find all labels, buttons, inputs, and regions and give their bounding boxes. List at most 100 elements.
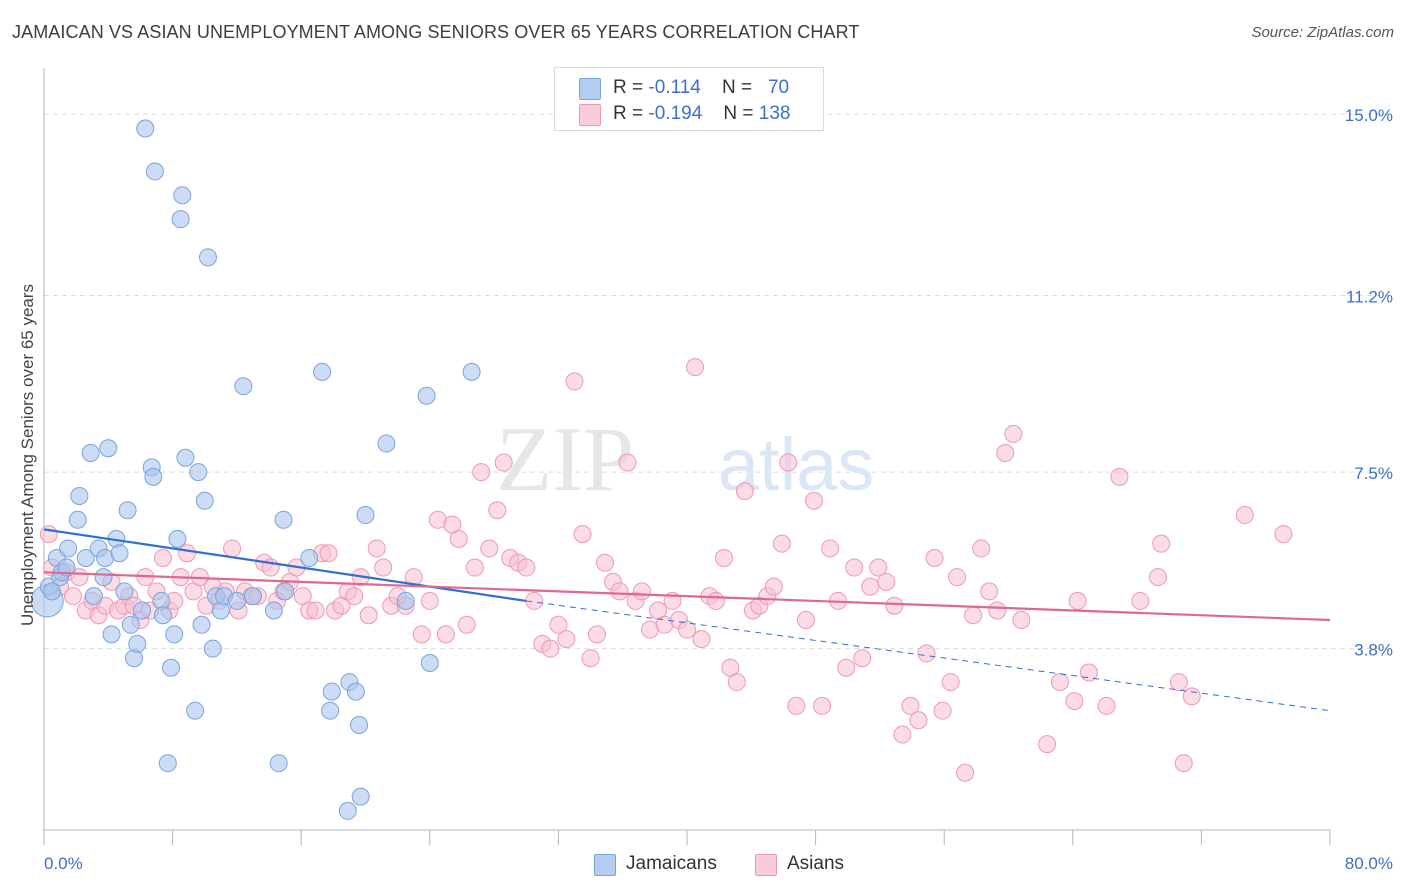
y-tick-label: 3.8%: [1354, 641, 1393, 660]
asians-point: [436, 625, 455, 644]
jamaicans-point: [43, 582, 62, 601]
asians-point: [678, 620, 696, 639]
asians-point: [772, 534, 791, 553]
asians-point: [457, 615, 476, 634]
asians-point: [557, 630, 576, 649]
jamaicans-point: [243, 587, 262, 606]
asians-point: [964, 606, 983, 625]
stats-label-asians: R = -0.194 N = 138: [613, 103, 790, 125]
asians-point: [488, 501, 507, 520]
legend-label-jamaicans: Jamaicans: [626, 853, 717, 874]
asians-point: [821, 539, 840, 558]
jamaicans-point: [195, 491, 214, 510]
jamaicans-point: [145, 162, 164, 181]
jamaicans-point: [377, 434, 396, 453]
asians-point: [909, 711, 928, 730]
asians-point: [706, 591, 725, 610]
jamaicans-point: [161, 658, 180, 677]
r-value: -0.194: [648, 103, 703, 124]
jamaicans-point: [356, 506, 375, 525]
asians-point: [796, 611, 815, 630]
jamaicans-point: [396, 591, 415, 610]
jamaicans-point: [133, 601, 152, 620]
n-label: N =: [721, 77, 753, 98]
jamaicans-point: [300, 548, 319, 567]
asians-point: [153, 548, 172, 567]
x-tick-label: 0.0%: [44, 854, 83, 873]
jamaicans-point: [99, 439, 118, 458]
asians-point: [632, 582, 651, 601]
jamaicans-point: [171, 210, 190, 229]
jamaicans-point: [94, 568, 113, 587]
asians-point: [517, 558, 536, 577]
jamaicans-point: [158, 754, 177, 773]
y-tick-label: 15.0%: [1345, 106, 1393, 125]
jamaicans-point: [274, 510, 293, 529]
stats-legend: R = -0.114 N = 70 R = -0.194 N = 138: [554, 67, 824, 131]
asians-point: [63, 587, 82, 606]
asians-point: [861, 577, 880, 596]
jamaicans-point: [136, 119, 155, 138]
asians-point: [178, 544, 197, 563]
x-tick-label: 80.0%: [1345, 854, 1393, 873]
asians-point: [925, 548, 944, 567]
asians-point: [804, 491, 823, 510]
jamaicans-point: [110, 544, 129, 563]
asians-point: [714, 548, 733, 567]
asians-point: [449, 529, 468, 548]
jamaicans-trend-line: [43, 528, 527, 603]
jamaicans-point: [118, 501, 137, 520]
y-axis-title: Unemployment Among Seniors over 65 years: [18, 283, 37, 627]
jamaicans-point: [59, 539, 78, 558]
asians-point: [494, 453, 513, 472]
asians-point: [1182, 687, 1201, 706]
asians-point: [893, 725, 912, 744]
jamaicans-point: [276, 582, 295, 601]
jamaicans-point: [350, 716, 369, 735]
jamaicans-point: [128, 634, 147, 653]
asians-point: [1274, 525, 1293, 544]
asians-point: [596, 553, 615, 572]
jamaicans-point: [176, 448, 195, 467]
asians-point: [618, 453, 637, 472]
jamaicans-point: [198, 248, 217, 267]
stats-label-jamaicans: R = -0.114 N = 70: [613, 77, 789, 99]
asians-swatch: [755, 854, 777, 876]
asians-point: [980, 582, 999, 601]
jamaicans-trend-extension: [526, 600, 1331, 712]
r-label: R =: [613, 77, 644, 98]
jamaicans-point: [168, 529, 187, 548]
jamaicans-points: [30, 119, 481, 820]
r-label: R =: [613, 103, 644, 124]
watermark-zip: ZIP: [496, 408, 634, 510]
asians-points: [39, 358, 1293, 782]
asians-point: [319, 544, 338, 563]
asians-point: [549, 615, 568, 634]
asians-point: [587, 625, 606, 644]
asians-point: [565, 372, 584, 391]
asians-point: [917, 644, 936, 663]
asians-point: [764, 577, 783, 596]
asians-point: [885, 596, 904, 615]
asians-point: [933, 701, 952, 720]
jamaicans-point: [189, 463, 208, 482]
asians-point: [472, 463, 491, 482]
jamaicans-point: [227, 591, 246, 610]
axes: [43, 68, 1331, 845]
n-label: N =: [723, 103, 754, 124]
jamaicans-point: [121, 615, 140, 634]
asians-swatch: [579, 104, 601, 126]
jamaicans-point: [165, 625, 184, 644]
jamaicans-point: [313, 362, 332, 381]
asians-point: [1004, 424, 1023, 443]
asians-point: [1148, 568, 1167, 587]
y-tick-label: 7.5%: [1354, 464, 1393, 483]
asians-point: [480, 539, 499, 558]
asians-point: [581, 649, 600, 668]
asians-point: [845, 558, 864, 577]
asians-point: [988, 601, 1007, 620]
asians-point: [692, 630, 711, 649]
source-label: Source: ZipAtlas.com: [1251, 24, 1394, 41]
asians-point: [1169, 673, 1188, 692]
